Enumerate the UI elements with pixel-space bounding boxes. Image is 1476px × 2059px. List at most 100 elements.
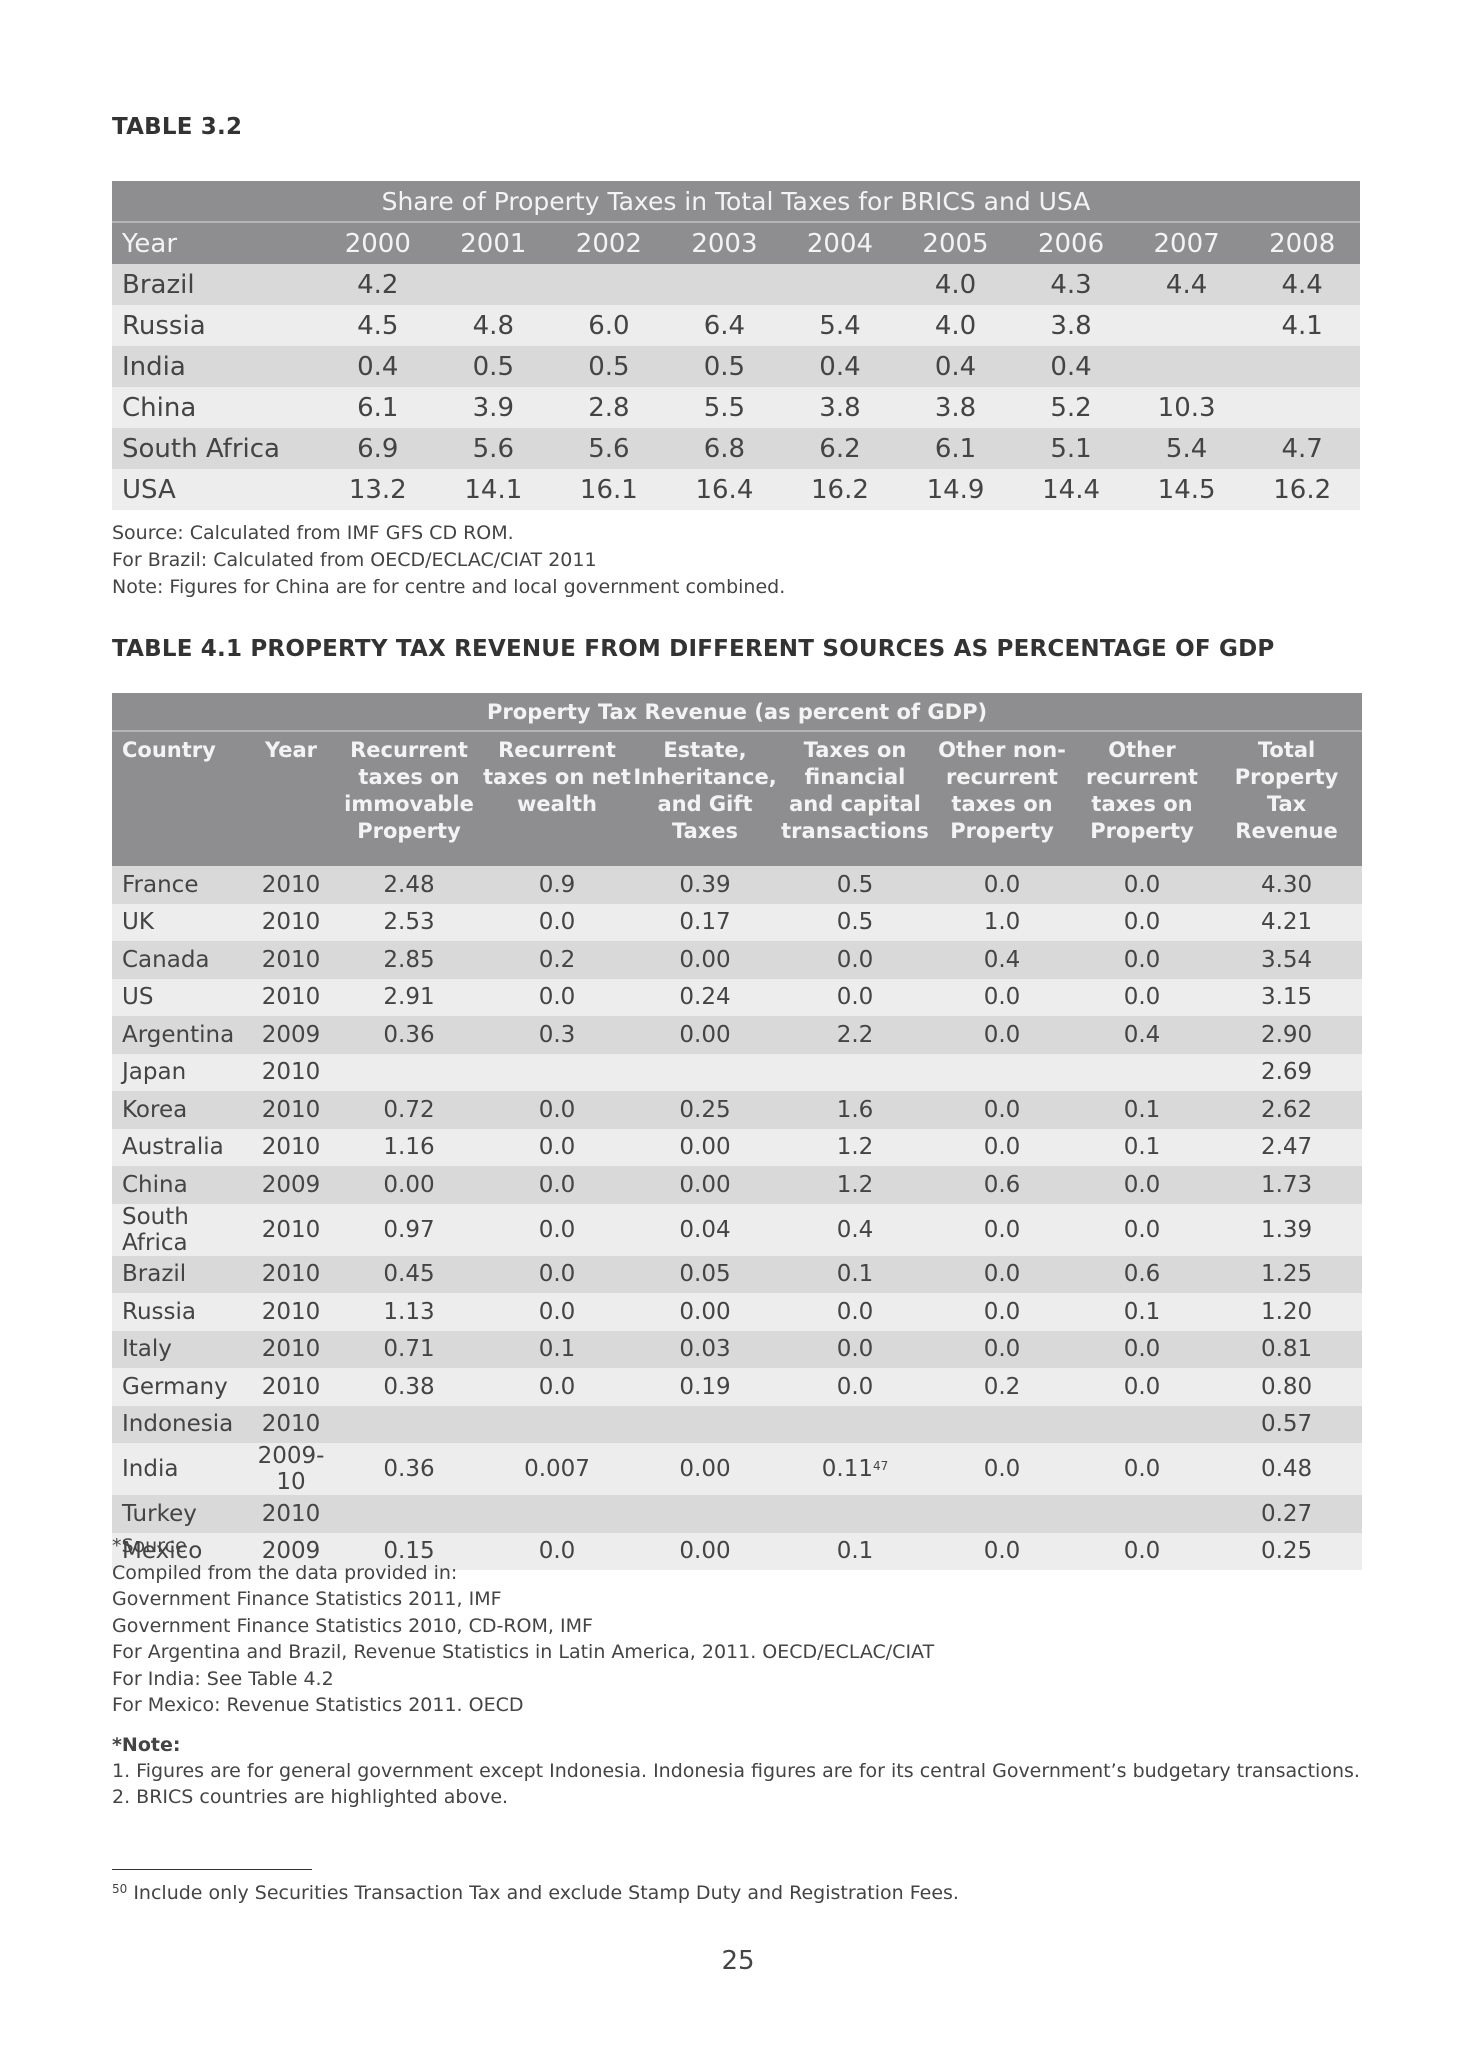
cell-value: 3.15 [1260,984,1313,1011]
cell-value: 0.9 [538,871,576,898]
column-header: 2002 [551,221,667,264]
table-cell [931,1495,1073,1533]
row-label: Japan [112,1053,247,1091]
table-row: China 6.1 3.9 2.8 5.5 3.8 3.8 5.2 10.3 [112,387,1360,428]
row-label: Indonesia [112,1405,247,1443]
table-cell: 0.0 [483,1255,631,1293]
table-cell [483,1495,631,1533]
column-header-line: taxes on net [483,765,631,789]
cell-value: 0.38 [383,1373,435,1400]
table-cell: 5.5 [666,387,783,428]
column-header-line: wealth [516,792,597,816]
table-cell [779,1495,931,1533]
table-cell: 0.97 [335,1203,483,1256]
table-cell: 0.6 [931,1166,1073,1204]
table-cell: 16.2 [782,469,898,510]
cell-value: 0.007 [524,1456,590,1482]
table-cell: 0.0 [931,1255,1073,1293]
table-cell: 1.39 [1211,1203,1363,1256]
cell-value: 2010 [261,1216,321,1243]
cell-value: 2009 [261,1021,321,1048]
table-4-1: Property Tax Revenue (as percent of GDP)… [112,693,1363,1570]
table-cell: 0.04 [631,1203,779,1256]
table-cell: 16.2 [1244,469,1360,510]
note-line: Note: Figures for China are for centre a… [112,576,786,598]
row-label: US [112,978,247,1016]
cell-value: 0.0 [983,1216,1021,1243]
row-label: China [112,1166,247,1204]
table-cell: 4.30 [1211,866,1363,904]
column-header: 2007 [1128,221,1245,264]
cell-value: 0.0 [1123,1456,1161,1482]
column-header-line: Property [950,819,1054,843]
table-cell: 0.0 [779,978,931,1016]
row-label: Mexico [112,1532,247,1570]
cell-value: 0.0 [836,1373,874,1400]
row-label: Korea [112,1091,247,1129]
table-cell: 0.5 [779,866,931,904]
table-cell: 0.0 [483,1532,631,1570]
table-cell: 2.47 [1211,1128,1363,1166]
column-header-line: recurrent [946,765,1058,789]
column-header: 2006 [1013,221,1129,264]
table-3-2: Share of Property Taxes in Total Taxes f… [112,181,1360,510]
cell-value: Canada [122,946,210,973]
table-cell: 0.45 [335,1255,483,1293]
table-cell: 0.48 [1211,1443,1363,1495]
cell-value: 0.72 [383,1096,435,1123]
table-cell: 0.00 [631,1128,779,1166]
cell-value: 0.0 [983,1021,1021,1048]
table-cell: 0.0 [779,1330,931,1368]
table-cell: 5.4 [1128,428,1245,469]
table-cell: 0.0 [931,1293,1073,1331]
note-line: Source: Calculated from IMF GFS CD ROM. [112,522,514,544]
cell-value: India [122,1456,179,1482]
table-cell [631,1495,779,1533]
table-cell [1244,387,1360,428]
table-cell: 0.1 [1073,1293,1211,1331]
cell-value: 0.03 [679,1336,731,1363]
row-label: Germany [112,1368,247,1406]
column-header: 2003 [666,221,783,264]
cell-value: Italy [122,1336,172,1363]
table-cell: 6.1 [897,428,1014,469]
cell-value: 1.16 [383,1134,435,1161]
cell-value: 0.4 [983,946,1021,973]
cell-value: 0.0 [1123,1336,1161,1363]
table-cell: 0.00 [631,1166,779,1204]
table-cell: 4.4 [1128,264,1245,305]
table-cell: 0.00 [631,1016,779,1054]
column-header: 2008 [1244,221,1360,264]
table-cell: 6.8 [666,428,783,469]
table-cell: 5.1 [1013,428,1129,469]
cell-value: 4.21 [1260,909,1313,936]
table-row: USA 13.2 14.1 16.1 16.4 16.2 14.9 14.4 14.5 16.2 [112,469,1360,510]
table-cell [1244,346,1360,387]
table-cell: 0.007 [483,1443,631,1495]
cell-value: 2010 [261,1500,321,1527]
column-header: Year [247,730,335,866]
table-3-2-notes: Source: Calculated from IMF GFS CD ROM. … [112,520,785,601]
table-cell: 0.4 [897,346,1014,387]
cell-value: 1.2 [836,1171,874,1198]
row-label: Argentina [112,1016,247,1054]
cell-value: 0.00 [679,946,731,973]
table-cell: 1.16 [335,1128,483,1166]
cell-value: 0.0 [836,1336,874,1363]
table-cell: 0.5 [551,346,667,387]
table-cell: 0.72 [335,1091,483,1129]
cell-value: South Africa [122,1203,189,1256]
table-cell: 0.0 [779,1293,931,1331]
cell-value: 0.71 [383,1336,435,1363]
table-row: Italy 2010 0.71 0.1 0.03 0.0 0.0 0.0 0.81 [112,1330,1363,1368]
cell-value: 0.6 [983,1171,1021,1198]
table-cell [335,1053,483,1091]
cell-value: 0.0 [983,984,1021,1011]
table-4-1-source: *Source Compiled from the data provided i… [112,1533,934,1719]
table-cell: 2009 [247,1016,335,1054]
table-cell: 2010 [247,1495,335,1533]
table-cell: 0.57 [1211,1405,1363,1443]
column-header: Estate, Inheritance, and Gift Taxes [631,730,779,866]
cell-value: Australia [122,1134,224,1161]
table-3-2-caption: Share of Property Taxes in Total Taxes f… [112,181,1360,222]
